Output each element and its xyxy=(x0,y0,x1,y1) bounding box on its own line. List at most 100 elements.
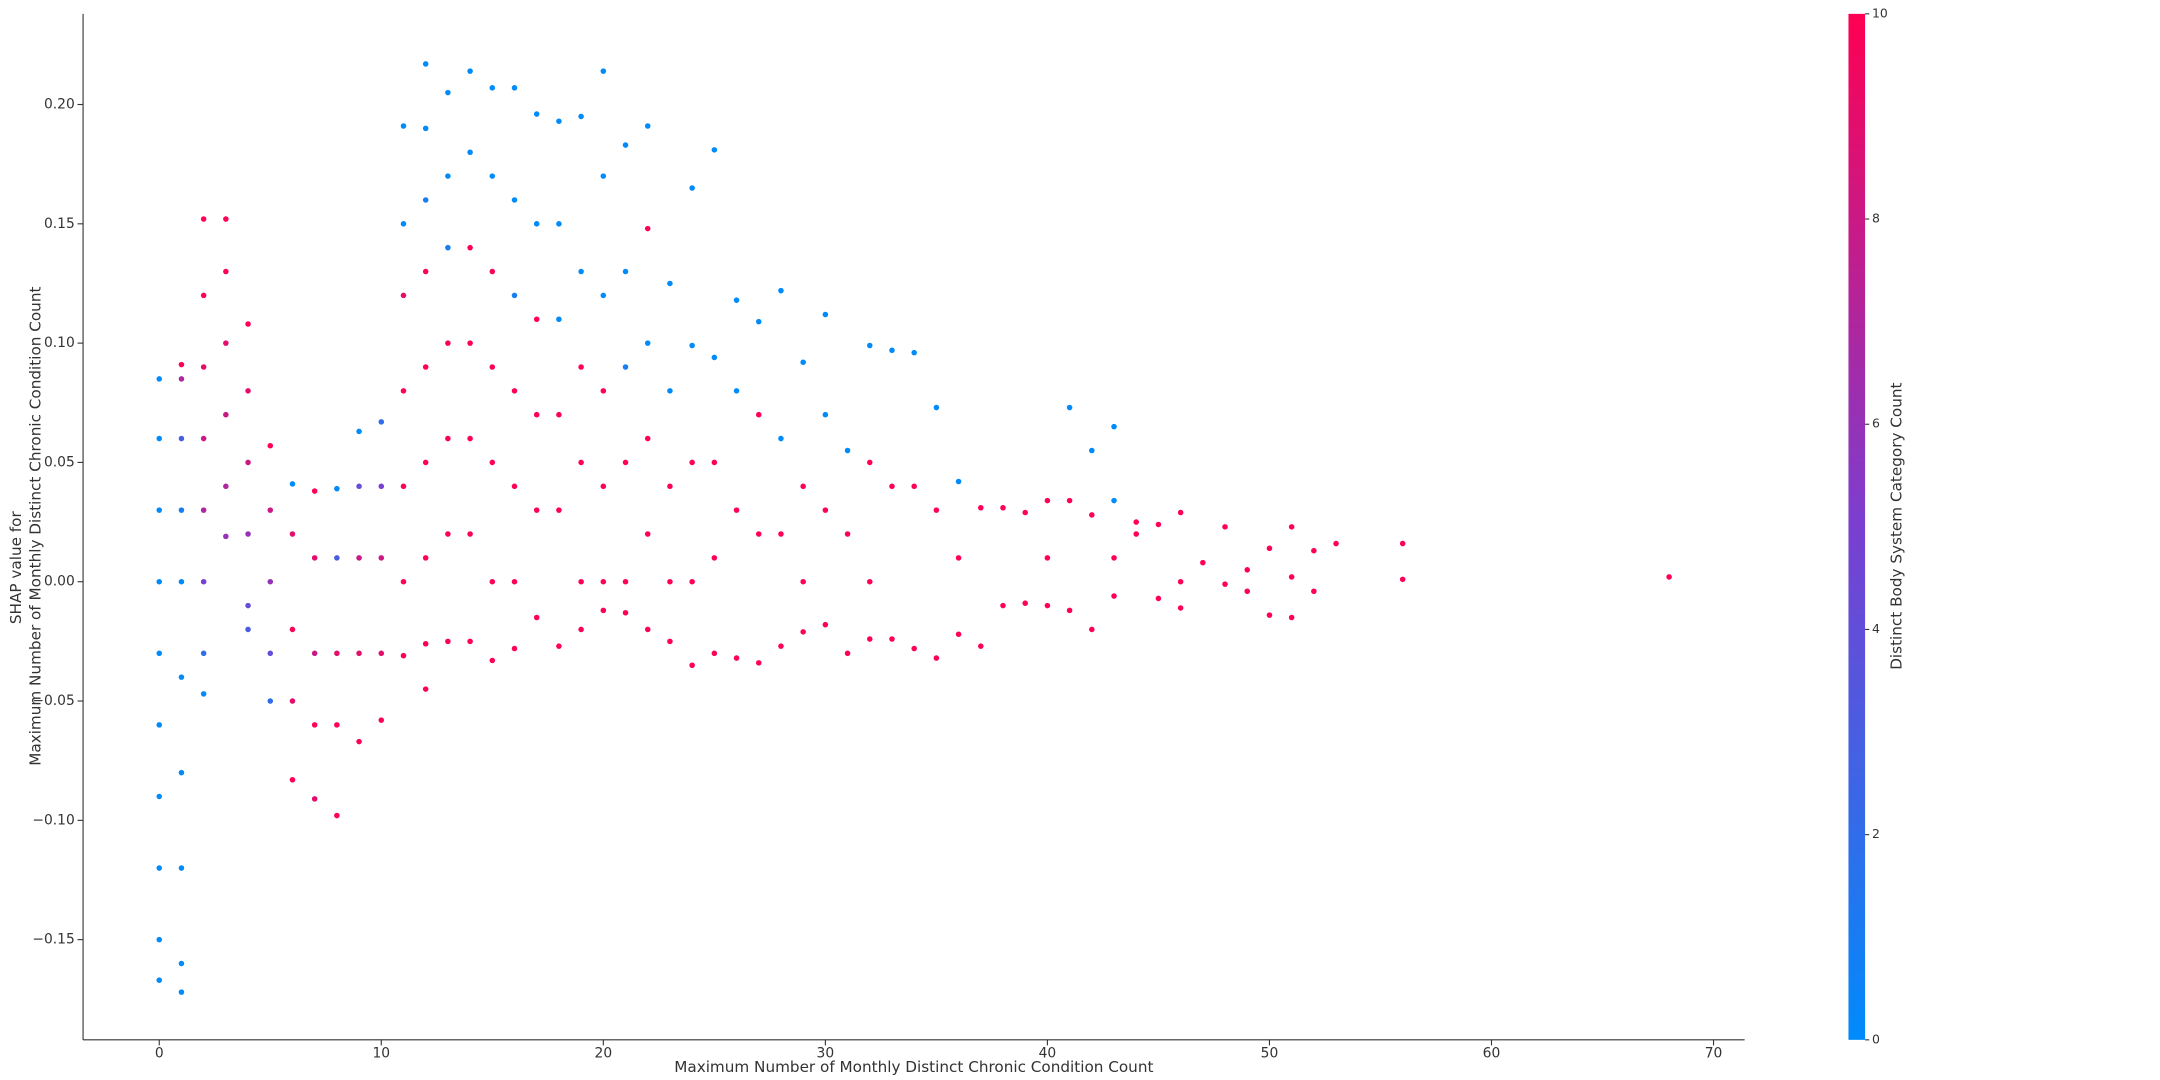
y-axis-label: Maximum Number of Monthly Distinct Chron… xyxy=(27,287,45,766)
point xyxy=(311,796,318,802)
point xyxy=(889,483,895,490)
point xyxy=(1266,545,1273,552)
point xyxy=(289,481,296,487)
y-tick-label: 0.20 xyxy=(44,97,75,113)
point xyxy=(755,531,762,537)
point xyxy=(245,602,251,609)
point xyxy=(667,483,673,490)
y-axis-label: SHAP value for xyxy=(7,511,25,625)
point xyxy=(156,650,163,657)
point xyxy=(800,483,806,490)
colorbar-tick-label: 8 xyxy=(1872,211,1880,226)
point xyxy=(178,361,185,368)
point xyxy=(667,280,673,287)
point xyxy=(1311,588,1317,595)
point xyxy=(600,578,607,585)
point xyxy=(334,812,340,819)
point xyxy=(933,655,940,661)
point xyxy=(378,555,385,561)
point xyxy=(422,555,429,561)
point xyxy=(1244,588,1251,595)
point xyxy=(511,197,518,203)
point xyxy=(267,578,274,585)
point xyxy=(267,698,274,704)
x-tick-label: 60 xyxy=(1483,1046,1501,1062)
point xyxy=(1089,447,1095,454)
point xyxy=(711,147,718,153)
point xyxy=(467,68,473,74)
point xyxy=(334,650,340,657)
point xyxy=(867,459,873,466)
point xyxy=(356,428,362,435)
y-tick-label: 0.10 xyxy=(44,335,75,351)
point xyxy=(489,85,496,91)
point xyxy=(1399,540,1406,547)
y-tick-label: −0.05 xyxy=(32,693,74,709)
point xyxy=(733,507,740,513)
point xyxy=(1155,595,1162,602)
point xyxy=(1177,578,1184,585)
point xyxy=(711,555,718,561)
point xyxy=(578,364,584,370)
point xyxy=(689,459,695,466)
point xyxy=(156,376,163,382)
point xyxy=(622,268,629,275)
point xyxy=(644,531,651,537)
point xyxy=(489,268,496,275)
point xyxy=(1266,612,1273,618)
x-tick-label: 50 xyxy=(1261,1046,1279,1062)
point xyxy=(867,636,873,642)
point xyxy=(311,488,318,494)
point xyxy=(178,674,185,680)
point xyxy=(445,435,451,442)
point xyxy=(1022,509,1028,516)
point xyxy=(245,459,251,466)
point xyxy=(334,722,340,728)
point xyxy=(200,216,207,222)
point xyxy=(422,268,429,275)
point xyxy=(578,626,584,633)
point xyxy=(178,865,185,871)
point xyxy=(911,645,917,652)
point xyxy=(778,531,784,537)
point xyxy=(511,85,518,91)
point xyxy=(556,221,562,227)
point xyxy=(156,977,163,983)
point xyxy=(156,507,163,513)
point xyxy=(289,626,296,633)
point xyxy=(1177,605,1184,611)
y-tick-label: 0.15 xyxy=(44,216,75,232)
point xyxy=(1089,626,1095,633)
point xyxy=(178,376,185,382)
point xyxy=(1111,497,1117,504)
point xyxy=(911,349,917,356)
point xyxy=(1155,521,1162,528)
point xyxy=(600,388,607,394)
point xyxy=(156,793,163,800)
x-tick-label: 0 xyxy=(155,1046,164,1062)
point xyxy=(667,638,673,645)
point xyxy=(311,650,318,657)
point xyxy=(1222,581,1228,587)
point xyxy=(445,173,451,179)
point xyxy=(156,578,163,585)
point xyxy=(1399,576,1406,583)
point xyxy=(711,459,718,466)
point xyxy=(223,216,229,222)
point xyxy=(556,411,562,418)
point xyxy=(556,507,562,513)
point xyxy=(578,578,584,585)
point xyxy=(844,447,851,454)
point xyxy=(467,531,473,537)
point xyxy=(1666,574,1672,580)
point xyxy=(778,643,784,649)
point xyxy=(1044,497,1051,504)
point xyxy=(533,411,540,418)
point xyxy=(156,865,163,871)
point xyxy=(578,459,584,466)
point xyxy=(178,769,185,776)
point xyxy=(644,626,651,633)
point xyxy=(400,578,407,585)
x-axis-label: Maximum Number of Monthly Distinct Chron… xyxy=(674,1058,1153,1076)
